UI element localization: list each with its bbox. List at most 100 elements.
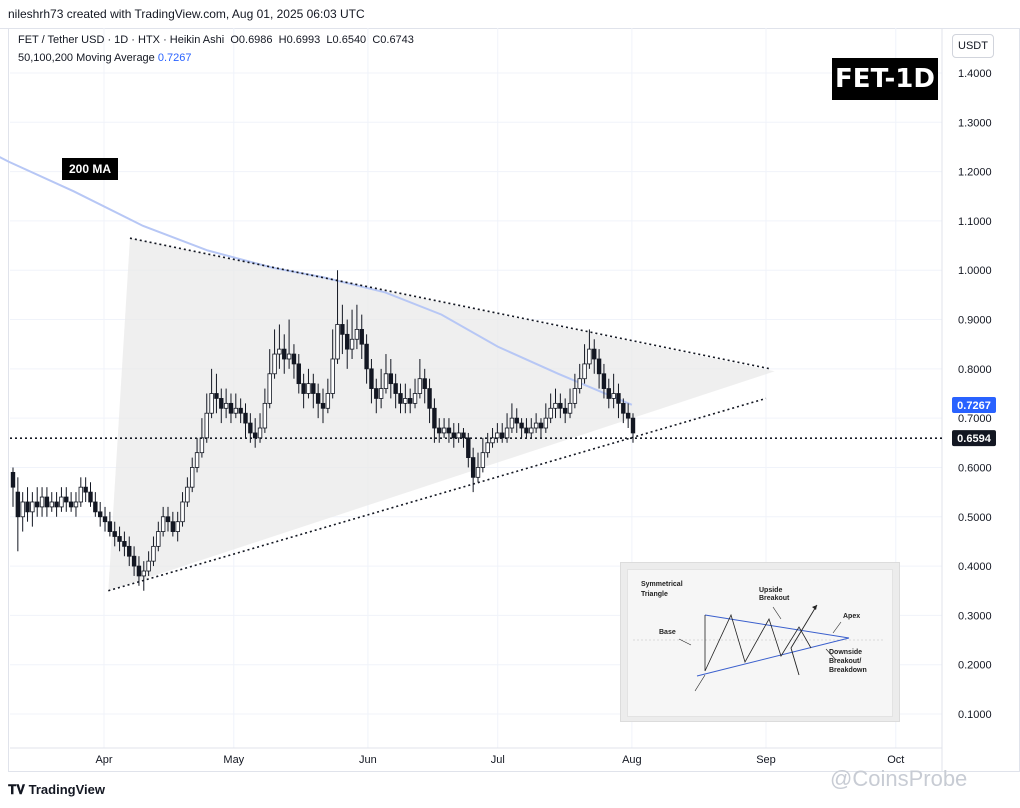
ma-value: 0.7267 — [157, 52, 192, 64]
x-tick-label: Oct — [887, 754, 904, 766]
support-trendline — [108, 397, 767, 592]
candle-body — [286, 353, 292, 360]
candle-body — [204, 412, 209, 439]
candle-body — [248, 422, 253, 434]
candle-body — [64, 496, 69, 503]
y-tick-label: 0.9000 — [958, 315, 992, 327]
candle-body — [97, 511, 103, 518]
candle-body — [475, 467, 481, 478]
candle-body — [219, 398, 224, 409]
inset-down-3: Breakdown — [829, 667, 867, 674]
candle-body — [519, 422, 524, 429]
x-tick-label: May — [223, 754, 244, 766]
inset-base: Base — [659, 629, 676, 636]
inset-apex: Apex — [843, 613, 861, 620]
candle-body — [388, 373, 394, 385]
y-tick-label: 0.3000 — [958, 610, 992, 622]
y-tick-label: 0.5000 — [958, 512, 992, 524]
candle-body — [359, 328, 364, 345]
candle-body — [228, 402, 234, 414]
candle-body — [432, 407, 437, 429]
x-tick-label: Jul — [491, 754, 505, 766]
symbol-name: FET / Tether USD · 1D · HTX · Heikin Ash… — [18, 34, 225, 46]
candle-body — [504, 427, 510, 439]
candle-body — [73, 501, 79, 508]
candle-body — [30, 501, 35, 513]
candle-body — [592, 348, 597, 360]
candle-body — [44, 496, 50, 508]
candle-body — [131, 555, 137, 567]
candle-body — [170, 521, 176, 532]
candle-body — [437, 427, 442, 434]
candle-body — [141, 570, 146, 577]
tradingview-brand: TradingView — [28, 782, 105, 797]
candle-body — [621, 402, 626, 414]
candle-body — [306, 383, 311, 394]
candle-body — [422, 378, 427, 389]
candle-body — [630, 417, 636, 434]
candle-body — [311, 383, 316, 394]
currency-button[interactable]: USDT — [952, 34, 994, 58]
candle-body — [25, 501, 30, 513]
candle-body — [456, 432, 461, 439]
candle-body — [102, 516, 108, 523]
candle-body — [495, 432, 500, 439]
candle-body — [349, 338, 355, 350]
y-tick-label: 0.1000 — [958, 709, 992, 721]
candle-body — [500, 432, 505, 439]
y-tick-label: 0.6000 — [958, 462, 992, 474]
candle-body — [548, 407, 553, 419]
candle-body — [325, 393, 331, 409]
ma-legend[interactable]: 50,100,200 Moving Average 0.7267 — [18, 52, 192, 64]
y-tick-label: 1.1000 — [958, 216, 992, 228]
low-value: 0.6540 — [332, 34, 367, 46]
candle-body — [466, 437, 471, 459]
candle-body — [403, 398, 408, 404]
candle-body — [441, 427, 447, 434]
candle-body — [59, 496, 64, 508]
candle-body — [446, 427, 452, 434]
inset-diagram — [633, 604, 885, 692]
y-tick-label: 1.4000 — [958, 68, 992, 80]
candle-body — [223, 402, 229, 409]
candle-body — [582, 363, 587, 380]
candle-body — [577, 378, 582, 389]
candle-body — [543, 417, 549, 429]
candle-body — [398, 393, 403, 404]
y-tick-label: 0.2000 — [958, 660, 992, 672]
candle-body — [558, 402, 563, 409]
candle-body — [340, 324, 345, 335]
candle-body — [301, 383, 306, 394]
candle-body — [190, 467, 195, 488]
candle-body — [364, 343, 369, 370]
candle-body — [93, 501, 98, 513]
candle-body — [369, 368, 374, 389]
candle-body — [175, 521, 180, 532]
candle-body — [107, 521, 113, 532]
candle-body — [587, 348, 592, 365]
candle-body — [490, 437, 495, 444]
candle-body — [151, 545, 156, 562]
y-tick-label: 0.8000 — [958, 364, 992, 376]
candle-body — [136, 565, 142, 577]
candle-body — [165, 516, 171, 523]
y-tick-label: 1.2000 — [958, 167, 992, 179]
pair-badge: FET-1D — [832, 58, 938, 100]
triangle-area — [108, 238, 775, 591]
inset-panel — [627, 569, 893, 717]
inset-upside-1: Upside — [759, 587, 783, 594]
inset-title-1: Symmetrical — [641, 581, 683, 588]
candle-body — [562, 407, 568, 414]
candle-body — [272, 353, 277, 375]
resistance-trendline — [129, 237, 771, 370]
y-tick-label: 0.7000 — [958, 413, 992, 425]
candle-body — [601, 373, 607, 389]
tradingview-footer[interactable]: 𝐓𝐕 TradingView — [8, 782, 105, 798]
x-tick-label: Aug — [622, 754, 642, 766]
candle-body — [611, 393, 616, 399]
candle-body — [330, 358, 335, 394]
y-tick-label: 0.4000 — [958, 561, 992, 573]
candle-body — [553, 402, 558, 409]
candle-body — [199, 437, 205, 454]
